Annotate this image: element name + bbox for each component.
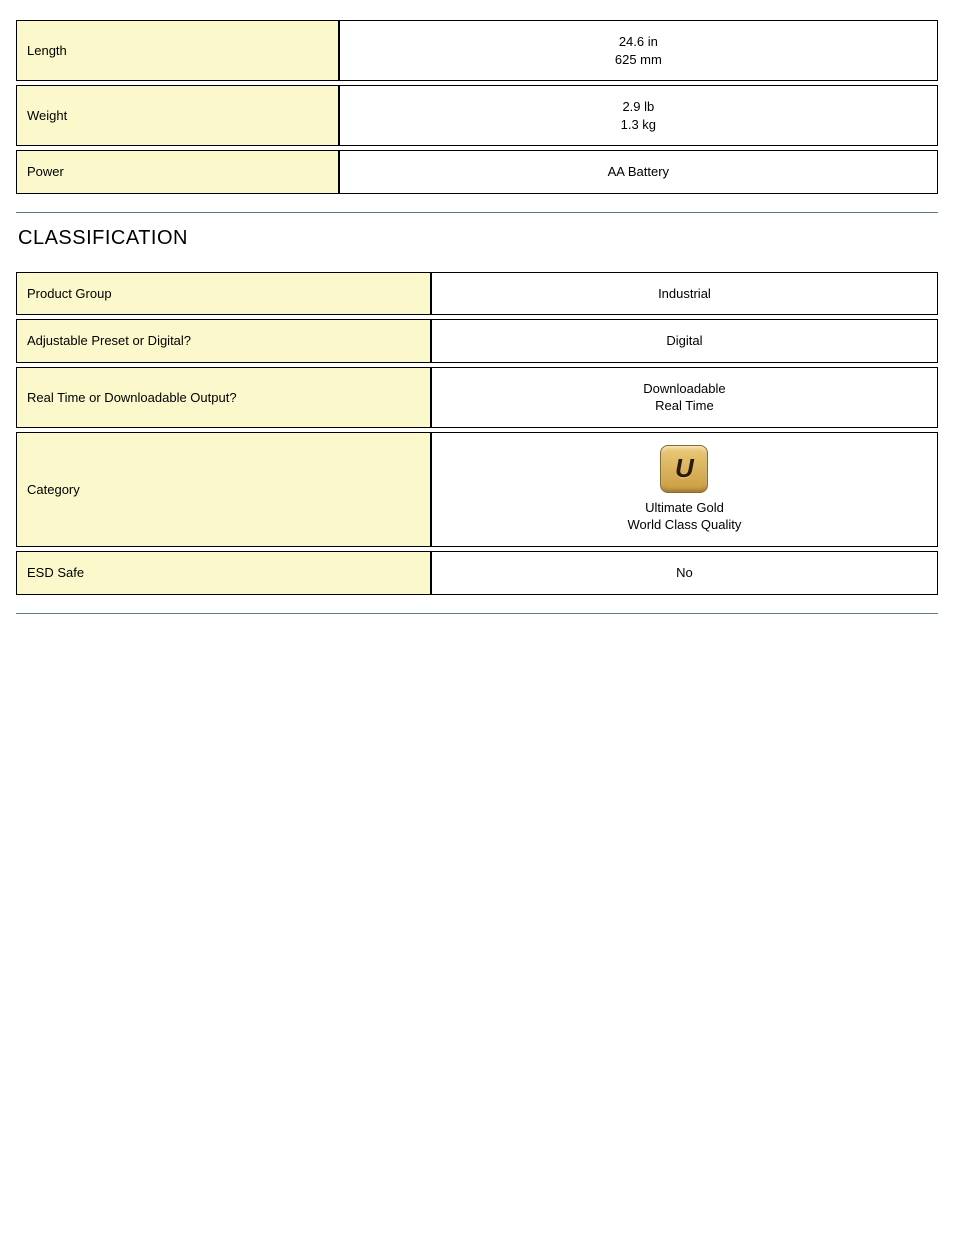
page-root: Length 24.6 in 625 mm Weight 2.9 lb 1.3 … [0,0,954,614]
table-row: Power AA Battery [16,150,938,194]
classification-section: CLASSIFICATION Product Group Industrial … [16,227,938,599]
table-row: Weight 2.9 lb 1.3 kg [16,85,938,146]
spec-value: AA Battery [339,150,938,194]
spec-label: ESD Safe [16,551,431,595]
section-divider [16,212,938,213]
spec-value: Industrial [431,272,938,316]
section-heading: CLASSIFICATION [18,227,938,250]
spec-label: Power [16,150,339,194]
spec-label: Category [16,432,431,547]
spec-value: 24.6 in 625 mm [339,20,938,81]
spec-label: Weight [16,85,339,146]
table-row: Real Time or Downloadable Output? Downlo… [16,367,938,428]
ultimate-gold-badge-icon: U [660,445,708,493]
physical-spec-section: Length 24.6 in 625 mm Weight 2.9 lb 1.3 … [16,16,938,198]
classification-table: Product Group Industrial Adjustable Pres… [16,268,938,599]
spec-value: 2.9 lb 1.3 kg [339,85,938,146]
badge-letter: U [675,451,694,486]
table-row: ESD Safe No [16,551,938,595]
spec-value: Downloadable Real Time [431,367,938,428]
spec-value: Digital [431,319,938,363]
section-divider [16,613,938,614]
spec-value: U Ultimate Gold World Class Quality [431,432,938,547]
table-row: Category U Ultimate Gold World Class Qua… [16,432,938,547]
table-row: Product Group Industrial [16,272,938,316]
spec-label: Product Group [16,272,431,316]
spec-value: No [431,551,938,595]
spec-label: Real Time or Downloadable Output? [16,367,431,428]
physical-spec-table: Length 24.6 in 625 mm Weight 2.9 lb 1.3 … [16,16,938,198]
category-text: Ultimate Gold World Class Quality [442,499,927,534]
spec-label: Adjustable Preset or Digital? [16,319,431,363]
table-row: Adjustable Preset or Digital? Digital [16,319,938,363]
spec-label: Length [16,20,339,81]
table-row: Length 24.6 in 625 mm [16,20,938,81]
